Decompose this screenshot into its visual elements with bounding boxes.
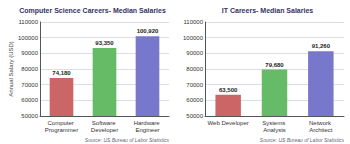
svg-text:91,260: 91,260 [312, 43, 331, 49]
svg-text:Developer: Developer [91, 127, 118, 133]
svg-text:110000: 110000 [183, 19, 203, 25]
svg-text:80000: 80000 [21, 66, 38, 72]
svg-text:60000: 60000 [186, 97, 203, 103]
svg-text:Software: Software [92, 120, 117, 126]
svg-text:Hardware: Hardware [134, 120, 162, 126]
svg-text:Engineer: Engineer [135, 127, 159, 133]
svg-text:80000: 80000 [186, 66, 203, 72]
svg-text:63,500: 63,500 [219, 87, 238, 93]
svg-text:Annual Salary (USD): Annual Salary (USD) [8, 41, 14, 97]
svg-text:90000: 90000 [186, 50, 203, 56]
svg-text:93,350: 93,350 [95, 40, 114, 46]
svg-text:Network: Network [309, 120, 333, 126]
svg-text:Analysts: Analysts [263, 127, 286, 133]
svg-text:Computer: Computer [47, 120, 75, 126]
svg-text:70000: 70000 [186, 82, 203, 88]
svg-text:IT Careers- Median Salaries: IT Careers- Median Salaries [222, 7, 314, 14]
svg-text:Computer Science Careers- Medi: Computer Science Careers- Median Salarie… [19, 7, 166, 15]
svg-text:Programmer: Programmer [45, 127, 78, 133]
svg-text:90000: 90000 [21, 50, 38, 56]
svg-text:50000: 50000 [21, 113, 38, 119]
svg-text:Source: US Bureau of Labor Sta: Source: US Bureau of Labor Statistics [85, 137, 170, 143]
svg-text:100,920: 100,920 [137, 28, 159, 34]
svg-text:110000: 110000 [18, 19, 38, 25]
svg-text:Systems: Systems [262, 120, 287, 126]
svg-text:Web Developer: Web Developer [208, 120, 249, 126]
svg-text:70000: 70000 [21, 82, 38, 88]
svg-text:100000: 100000 [183, 35, 204, 41]
svg-text:50000: 50000 [186, 113, 203, 119]
svg-text:Architect: Architect [309, 127, 333, 133]
svg-text:60000: 60000 [21, 97, 38, 103]
svg-text:74,180: 74,180 [52, 70, 71, 76]
svg-text:79,680: 79,680 [265, 62, 284, 68]
svg-text:Source: US Bureau of Labor Sta: Source: US Bureau of Labor Statistics [260, 137, 345, 143]
svg-text:100000: 100000 [18, 35, 39, 41]
